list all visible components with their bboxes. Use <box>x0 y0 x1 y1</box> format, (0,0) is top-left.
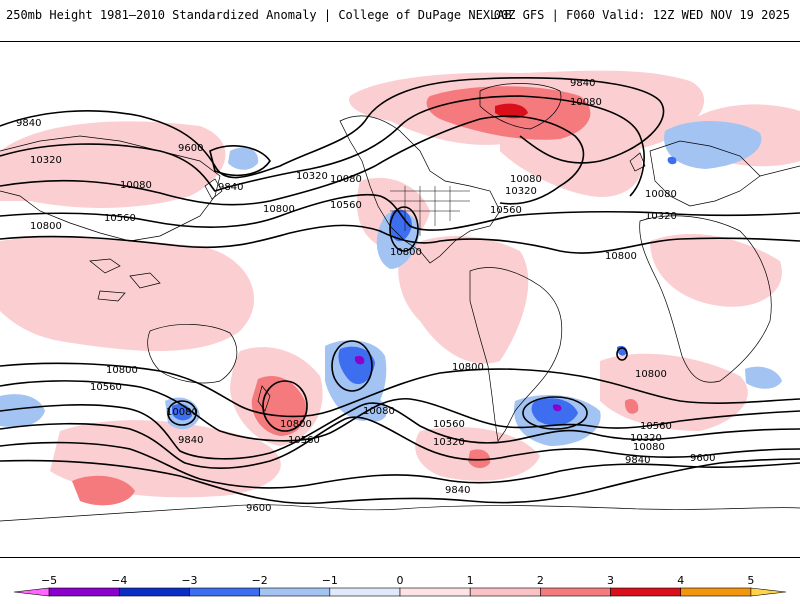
coastlines <box>0 83 800 522</box>
contour-label: 10560 <box>104 213 136 224</box>
contour-label: 9600 <box>690 453 715 464</box>
contour-label: 10080 <box>120 180 152 191</box>
colorbar-tick-label: −5 <box>41 574 57 587</box>
contour-label: 10560 <box>490 205 522 216</box>
colorbar-segment <box>469 587 541 597</box>
colorbar-segment <box>48 587 120 597</box>
colorbar-segment <box>610 587 682 597</box>
contour-label: 10320 <box>30 155 62 166</box>
contour-label: 10320 <box>296 171 328 182</box>
header: 250mb Height 1981–2010 Standardized Anom… <box>0 0 800 32</box>
contour-label: 10800 <box>280 419 312 430</box>
contour-label: 9600 <box>178 143 203 154</box>
contour-label: 10800 <box>263 204 295 215</box>
colorbar-segment <box>189 587 260 597</box>
colorbar-segment <box>750 587 787 597</box>
color-scale-legend: −5 −4 −3 −2 −1 0 1 2 3 4 5 <box>0 560 800 600</box>
contour-label: 10560 <box>288 435 320 446</box>
contour-label: 9840 <box>218 182 243 193</box>
contour-label: 10560 <box>330 200 362 211</box>
map-title: 250mb Height 1981–2010 Standardized Anom… <box>6 8 512 22</box>
extreme-negative-anomaly-fill <box>354 355 562 412</box>
colorbar-tick-label: 5 <box>747 574 754 587</box>
contour-labels: 9840 10080 9600 10320 10080 9840 10560 1… <box>16 78 715 514</box>
contour-label: 10080 <box>166 407 198 418</box>
colorbar-segment <box>399 587 471 597</box>
contour-label: 9840 <box>178 435 203 446</box>
contour-label: 10080 <box>645 189 677 200</box>
contour-label: 9600 <box>246 503 271 514</box>
contour-label: 10560 <box>640 421 672 432</box>
height-contours <box>0 77 800 505</box>
colorbar-tick-label: 3 <box>607 574 614 587</box>
colorbar-tick-label: 0 <box>397 574 404 587</box>
contour-label: 10320 <box>645 211 677 222</box>
colorbar-segment <box>13 587 50 597</box>
colorbar-segment <box>259 587 331 597</box>
model-run-info: 00Z GFS | F060 Valid: 12Z WED NOV 19 202… <box>493 8 790 22</box>
contour-label: 9840 <box>625 455 650 466</box>
contour-label: 10560 <box>90 382 122 393</box>
colorbar-tick-label: −4 <box>111 574 127 587</box>
contour-label: 10080 <box>363 406 395 417</box>
contour-label: 10320 <box>505 186 537 197</box>
colorbar-tick-label: 4 <box>677 574 684 587</box>
contour-label: 9840 <box>445 485 470 496</box>
colorbar-tick-label: −1 <box>322 574 338 587</box>
contour-label: 10800 <box>30 221 62 232</box>
colorbar-svg: −5 −4 −3 −2 −1 0 1 2 3 4 5 <box>13 574 787 597</box>
colorbar-segment <box>329 587 401 597</box>
colorbar-segment <box>540 587 611 597</box>
us-state-borders <box>390 186 470 236</box>
colorbar-tick-label: 1 <box>467 574 474 587</box>
contour-label: 9840 <box>570 78 595 89</box>
colorbar-tick-label: −2 <box>252 574 268 587</box>
contour-label: 10800 <box>635 369 667 380</box>
strong-negative-anomaly-fill <box>172 156 677 426</box>
contour-label: 9840 <box>16 118 41 129</box>
contour-label: 10800 <box>452 362 484 373</box>
contour-label: 10080 <box>330 174 362 185</box>
contour-label: 10320 <box>433 437 465 448</box>
contour-label: 10800 <box>106 365 138 376</box>
positive-anomaly-fill <box>0 70 800 498</box>
contour-label: 10080 <box>633 442 665 453</box>
colorbar-segment <box>118 587 190 597</box>
colorbar-segment <box>680 587 752 597</box>
colorbar-tick-label: 2 <box>537 574 544 587</box>
contour-label: 10560 <box>433 419 465 430</box>
extreme-positive-anomaly-fill <box>495 103 528 119</box>
colorbar-tick-label: −3 <box>181 574 197 587</box>
contour-label: 10800 <box>605 251 637 262</box>
contour-label: 10080 <box>570 97 602 108</box>
contour-label: 10800 <box>390 247 422 258</box>
contour-label: 10320 <box>630 433 662 444</box>
map-panel: 9840 10080 9600 10320 10080 9840 10560 1… <box>0 41 800 558</box>
contour-label: 10080 <box>510 174 542 185</box>
anomaly-map: 9840 10080 9600 10320 10080 9840 10560 1… <box>0 70 800 522</box>
